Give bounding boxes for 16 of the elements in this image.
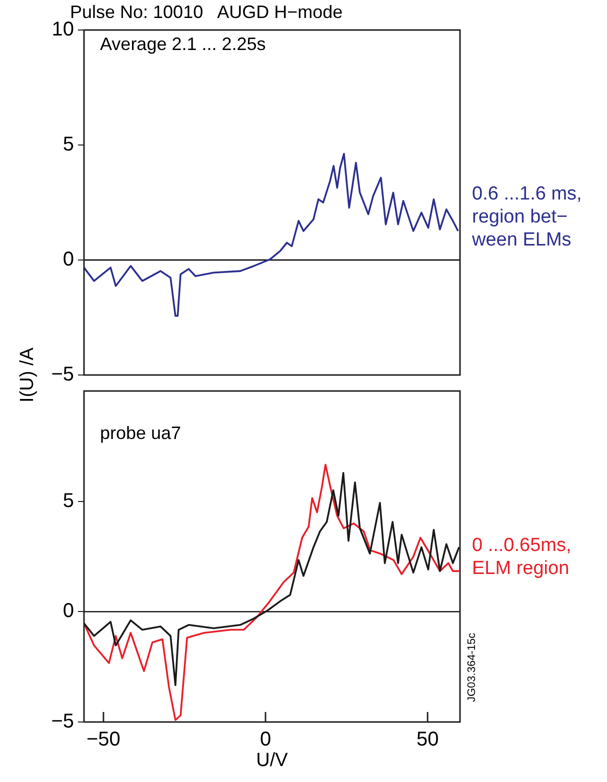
y-tick-label: −5 [51,364,74,386]
x-tick-label: 0 [260,728,272,751]
annotation: Average 2.1 ... 2.25s [100,34,266,54]
series-label: 0 ...0.65ms, ELM region [472,534,572,579]
annotation: probe ua7 [100,422,182,443]
y-tick-label: 5 [62,490,74,512]
x-tick-label: −50 [86,728,120,751]
y-tick-label: 0 [62,600,74,622]
text: JG03.364-15c [466,632,478,702]
y-axis-title: I(U) /A [17,348,39,402]
y-tick-label: 0 [62,248,74,271]
y-tick-label: 5 [62,134,74,156]
y-tick-label: −5 [51,710,74,733]
series-label: 0.6 ...1.6 ms, region bet− ween ELMs [471,183,582,250]
x-axis-title: U/V [256,750,288,771]
x-tick-label: 50 [416,728,439,751]
